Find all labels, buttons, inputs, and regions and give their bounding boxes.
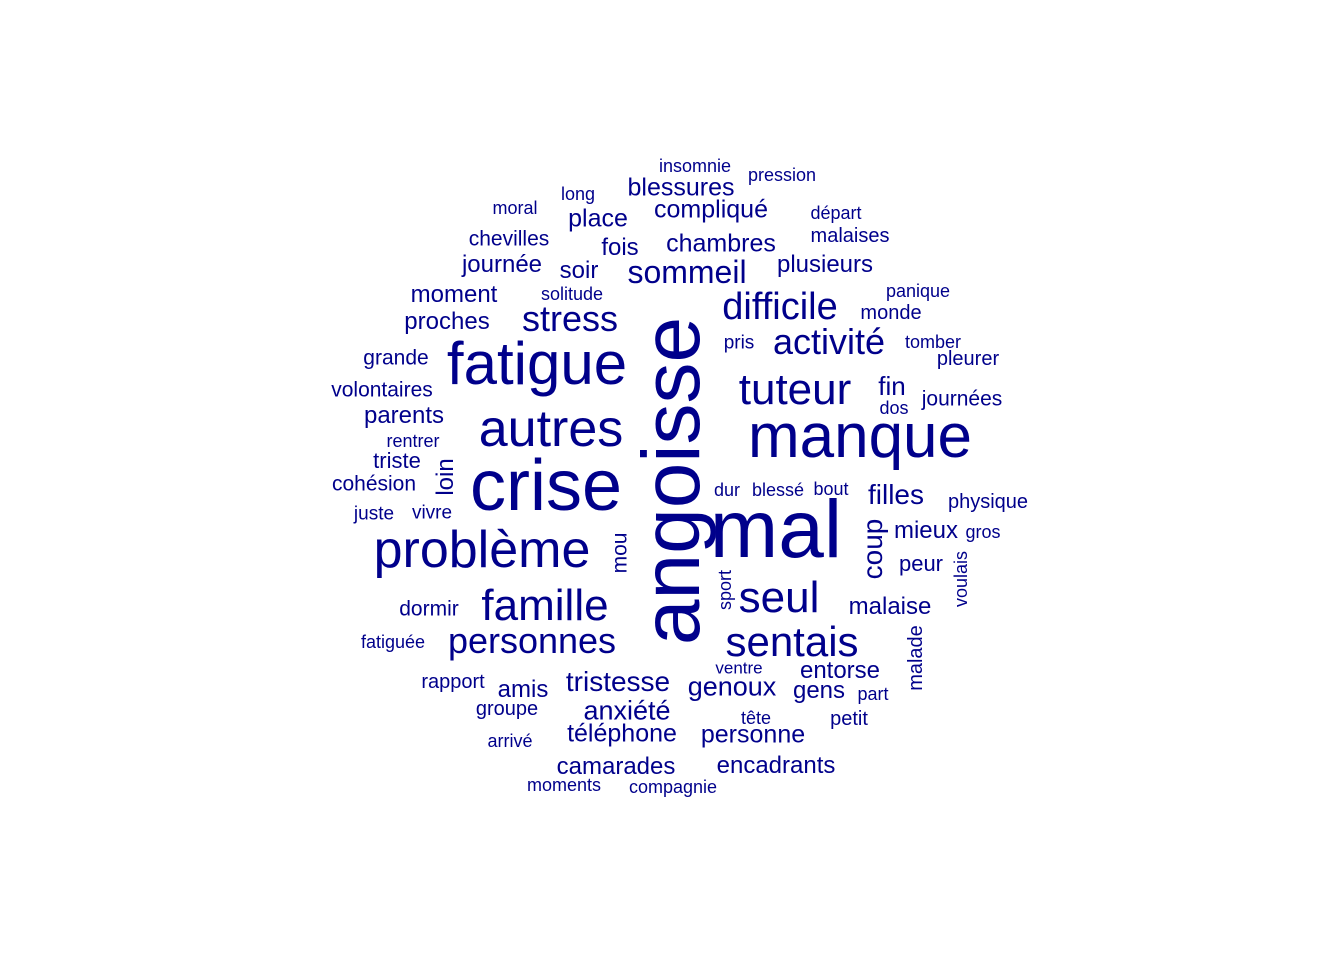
word-activite: activité [772,321,886,362]
word-soir: soir [559,257,599,284]
word-loin: loin [432,458,459,496]
word-juste: juste [353,503,395,525]
word-voulais: voulais [951,550,971,608]
word-sport: sport [715,569,735,611]
word-compagnie: compagnie [628,777,718,797]
word-pression: pression [747,165,817,185]
word-parents: parents [363,402,445,429]
word-telephone: téléphone [567,719,677,748]
word-grande: grande [363,346,429,370]
word-fatigue: fatigue [446,330,628,397]
word-place: place [568,204,628,233]
word-gens: gens [792,677,846,704]
word-probleme: problème [373,521,591,579]
word-angoisse: angoisse [626,316,717,646]
word-groupe: groupe [475,698,539,720]
word-encadrants: encadrants [716,752,836,779]
word-chevilles: chevilles [468,227,550,251]
word-rapport: rapport [421,671,485,693]
word-difficile: difficile [722,286,838,328]
word-anxiete: anxiété [583,695,671,726]
word-moral: moral [492,198,538,218]
word-malade: malade [905,625,927,691]
word-coup: coup [857,518,888,580]
word-personnes: personnes [447,620,617,661]
word-journee: journée [461,251,543,278]
word-autres: autres [478,400,624,458]
word-petit: petit [830,708,868,730]
word-pleurer: pleurer [936,348,1000,370]
word-mou: mou [608,532,632,574]
word-seul: seul [738,573,820,622]
word-camarades: camarades [556,753,676,780]
word-genoux: genoux [687,671,777,702]
word-fois: fois [601,234,639,261]
word-tristesse: tristesse [565,666,671,697]
word-personne: personne [700,720,806,749]
word-peur: peur [898,551,944,576]
word-malaise: malaise [848,593,932,620]
word-triste: triste [373,448,421,473]
word-rentrer: rentrer [386,431,440,451]
word-moment: moment [410,281,498,308]
word-tuteur: tuteur [738,365,852,414]
word-dos: dos [879,398,909,418]
word-entorse: entorse [799,657,881,684]
word-volontaires: volontaires [331,378,433,402]
word-dur: dur [713,480,741,500]
word-chambres: chambres [666,229,776,258]
word-plusieurs: plusieurs [776,251,874,278]
word-monde: monde [860,302,922,324]
word-moments: moments [526,775,602,795]
word-filles: filles [867,479,925,510]
word-physique: physique [947,491,1029,513]
word-vivre: vivre [411,502,453,524]
word-cohesion: cohésion [331,472,417,496]
word-solitude: solitude [540,284,604,304]
word-tomber: tomber [904,332,962,352]
word-bout: bout [813,479,849,499]
word-dormir: dormir [399,597,459,621]
word-crise: crise [469,446,623,526]
word-amis: amis [497,676,549,703]
word-mal: mal [709,484,843,575]
word-arrive: arrivé [487,731,533,751]
word-ventre: ventre [715,658,763,678]
word-tete: tête [740,708,772,728]
word-part: part [857,684,889,704]
word-blessures: blessures [627,173,735,202]
word-panique: panique [885,281,951,301]
word-pris: pris [723,332,755,354]
word-sommeil: sommeil [627,254,747,290]
word-fatiguee: fatiguée [360,632,426,652]
word-depart: départ [810,203,862,223]
word-fin: fin [878,371,906,401]
word-insomnie: insomnie [658,156,732,176]
word-long: long [560,184,596,204]
word-malaises: malaises [810,225,890,247]
word-blesse: blessé [751,480,805,500]
word-stress: stress [521,298,619,339]
word-complique: compliqué [654,195,768,224]
word-proches: proches [404,308,490,335]
word-gros: gros [965,522,1001,542]
word-journees: journées [921,387,1003,411]
word-manque: manque [747,402,973,471]
word-famille: famille [481,581,609,630]
word-mieux: mieux [893,517,959,544]
word-sentais: sentais [725,618,859,665]
